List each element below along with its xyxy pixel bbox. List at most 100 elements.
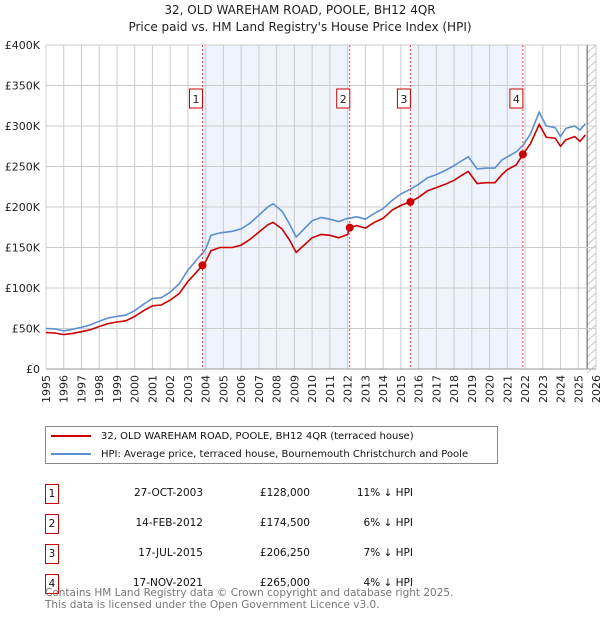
sale-point	[406, 197, 415, 206]
sale-row: 2 14-FEB-2012 £174,500 6% ↓ HPI	[45, 514, 445, 534]
chart-subtitle: Price paid vs. HM Land Registry's House …	[128, 20, 471, 34]
x-tick-label: 2010	[306, 375, 319, 403]
x-tick-label: 2025	[572, 375, 585, 403]
sale-row: 1 27-OCT-2003 £128,000 11% ↓ HPI	[45, 484, 445, 504]
hatch-stroke	[586, 140, 597, 150]
hatch-stroke	[586, 204, 597, 214]
legend-item-price: 32, OLD WAREHAM ROAD, POOLE, BH12 4QR (t…	[51, 428, 414, 444]
x-tick-label: 2018	[448, 375, 461, 403]
y-tick-label: £300K	[5, 120, 41, 133]
hatch-stroke	[586, 276, 597, 286]
hatch-stroke	[586, 316, 597, 326]
hatch-stroke	[586, 156, 597, 166]
sale-label: 3	[400, 93, 407, 106]
x-tick-label: 1998	[93, 375, 106, 403]
footer: Contains HM Land Registry data © Crown c…	[45, 587, 454, 611]
x-tick-label: 2026	[590, 375, 600, 403]
x-tick-label: 2023	[537, 375, 550, 403]
x-tick-label: 2009	[288, 375, 301, 403]
sale-point	[518, 150, 527, 159]
sale-label: 1	[192, 93, 199, 106]
legend-label-hpi: HPI: Average price, terraced house, Bour…	[101, 448, 469, 460]
hatch-stroke	[586, 228, 597, 238]
x-tick-label: 1997	[75, 375, 88, 403]
hatch-stroke	[586, 220, 597, 230]
x-tick-label: 2000	[129, 375, 142, 403]
legend-line-red	[51, 435, 91, 437]
sale-number: 2	[45, 514, 59, 534]
x-tick-label: 2017	[430, 375, 443, 403]
x-tick-label: 2001	[146, 375, 159, 403]
hatch-stroke	[586, 260, 597, 270]
hatch-stroke	[586, 76, 597, 86]
hatch-stroke	[586, 172, 597, 182]
hatch-stroke	[586, 236, 597, 246]
hatch-stroke	[586, 292, 597, 302]
footer-line-1: Contains HM Land Registry data © Crown c…	[45, 587, 454, 599]
y-tick-label: £50K	[12, 323, 41, 336]
x-tick-label: 2014	[377, 375, 390, 403]
x-tick-label: 2022	[519, 375, 532, 403]
hatch-stroke	[586, 84, 597, 94]
x-tick-label: 2007	[253, 375, 266, 403]
sale-point	[345, 223, 354, 232]
legend: 32, OLD WAREHAM ROAD, POOLE, BH12 4QR (t…	[45, 426, 498, 464]
hatch-stroke	[586, 116, 597, 126]
x-tick-label: 2008	[271, 375, 284, 403]
x-tick-label: 2002	[164, 375, 177, 403]
price-paid-line	[45, 122, 587, 336]
sale-number: 1	[45, 484, 59, 504]
hatch-stroke	[586, 340, 597, 350]
sale-date: 17-JUL-2015	[138, 547, 203, 559]
x-tick-label: 2005	[217, 375, 230, 403]
price-chart: 32, OLD WAREHAM ROAD, POOLE, BH12 4QR Pr…	[5, 3, 600, 403]
sale-price: £174,500	[259, 517, 310, 529]
sale-hpi-diff: 11% ↓ HPI	[356, 487, 413, 499]
hatch-stroke	[586, 68, 597, 78]
y-tick-label: £0	[26, 363, 40, 376]
hatch-stroke	[586, 252, 597, 262]
x-tick-label: 2011	[324, 375, 337, 403]
x-tick-label: 2015	[395, 375, 408, 403]
sale-number: 3	[45, 544, 59, 564]
sale-point	[198, 261, 207, 270]
x-tick-label: 2020	[484, 375, 497, 403]
footer-line-2: This data is licensed under the Open Gov…	[45, 598, 380, 611]
legend-line-blue	[51, 453, 91, 455]
hatch-stroke	[586, 268, 597, 278]
sale-row: 3 17-JUL-2015 £206,250 7% ↓ HPI	[45, 544, 445, 564]
legend-label-price: 32, OLD WAREHAM ROAD, POOLE, BH12 4QR (t…	[101, 430, 414, 442]
sale-date: 14-FEB-2012	[135, 517, 203, 529]
sale-row: 4 17-NOV-2021 £265,000 4% ↓ HPI	[45, 574, 445, 594]
hatch-stroke	[586, 100, 597, 110]
x-tick-label: 2013	[359, 375, 372, 403]
y-tick-label: £200K	[5, 201, 41, 214]
y-tick-label: £250K	[5, 161, 41, 174]
hatch-stroke	[586, 212, 597, 222]
hatch-stroke	[586, 52, 597, 62]
sale-label: 2	[340, 93, 347, 106]
hatch-stroke	[586, 148, 597, 158]
chart-title: 32, OLD WAREHAM ROAD, POOLE, BH12 4QR	[164, 3, 435, 17]
x-tick-label: 2006	[235, 375, 248, 403]
x-tick-label: 2024	[555, 375, 568, 403]
hatch-stroke	[586, 300, 597, 310]
hatch-stroke	[586, 92, 597, 102]
sale-price: £206,250	[259, 547, 310, 559]
y-tick-label: £400K	[5, 39, 41, 52]
hpi-line	[45, 110, 587, 332]
x-tick-label: 1996	[58, 375, 71, 403]
sale-date: 17-NOV-2021	[132, 577, 203, 589]
hatch-stroke	[586, 188, 597, 198]
hatch-stroke	[586, 108, 597, 118]
hatch-stroke	[586, 356, 597, 366]
sale-number: 4	[45, 574, 59, 594]
sale-hpi-diff: 6% ↓ HPI	[363, 517, 413, 529]
x-tick-label: 2021	[501, 375, 514, 403]
sale-date: 27-OCT-2003	[134, 487, 203, 499]
sale-hpi-diff: 7% ↓ HPI	[363, 547, 413, 559]
hatch-stroke	[586, 308, 597, 318]
hatch-stroke	[586, 244, 597, 254]
hatch-stroke	[586, 44, 597, 54]
